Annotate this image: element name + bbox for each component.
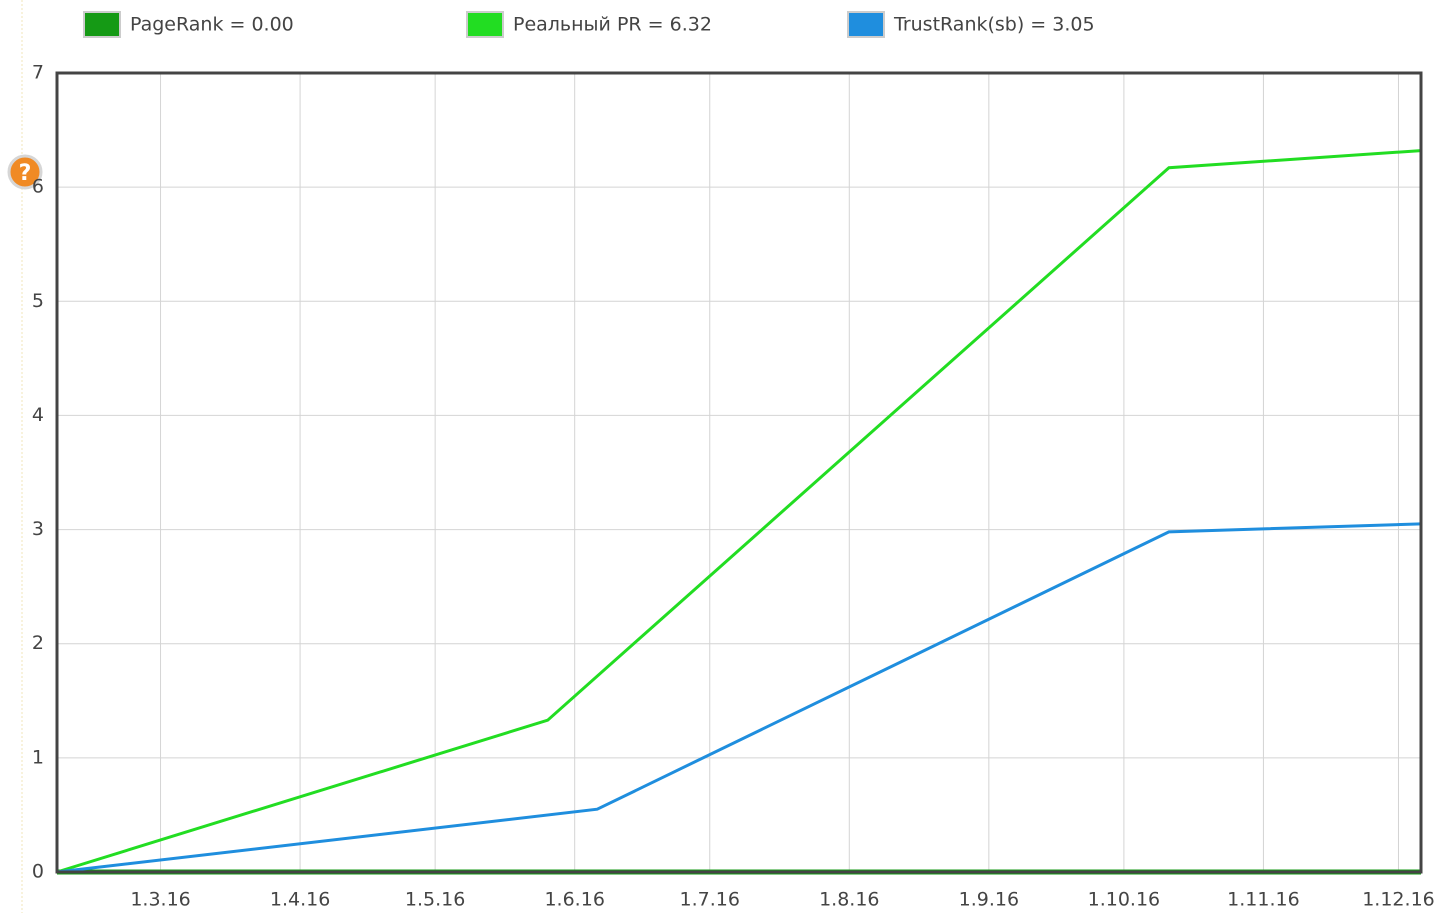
- legend-label: TrustRank(sb) = 3.05: [893, 14, 1095, 36]
- y-tick-label: 0: [32, 861, 44, 883]
- x-tick-label: 1.9.16: [959, 889, 1019, 911]
- y-tick-label: 5: [32, 290, 44, 312]
- x-tick-label: 1.3.16: [130, 889, 190, 911]
- help-icon[interactable]: ?: [7, 154, 43, 190]
- grid: [57, 72, 1421, 873]
- svg-text:?: ?: [19, 161, 32, 186]
- x-tick-label: 1.10.16: [1088, 889, 1161, 911]
- plot-frame: [55, 71, 1423, 874]
- legend-swatch: [466, 11, 504, 38]
- x-tick-label: 1.8.16: [819, 889, 879, 911]
- x-tick-label: 1.12.16: [1362, 889, 1435, 911]
- lines: [56, 149, 1422, 875]
- series-line: [56, 149, 1422, 874]
- legend-label: PageRank = 0.00: [130, 14, 294, 36]
- y-tick-label: 6: [32, 176, 44, 198]
- y-tick-label: 7: [32, 62, 44, 84]
- legend-swatch: [847, 11, 885, 38]
- series-line: [56, 522, 1422, 874]
- x-tick-label: 1.7.16: [680, 889, 740, 911]
- y-tick-label: 4: [32, 404, 44, 426]
- x-tick-label: 1.4.16: [270, 889, 330, 911]
- y-tick-label: 3: [32, 518, 44, 540]
- y-tick-label: 1: [32, 746, 44, 768]
- y-tick-label: 2: [32, 632, 44, 654]
- x-tick-label: 1.5.16: [405, 889, 465, 911]
- x-tick-label: 1.11.16: [1227, 889, 1300, 911]
- legend-label: Реальный PR = 6.32: [513, 14, 712, 36]
- legend-swatch: [83, 11, 121, 38]
- x-tick-label: 1.6.16: [544, 889, 604, 911]
